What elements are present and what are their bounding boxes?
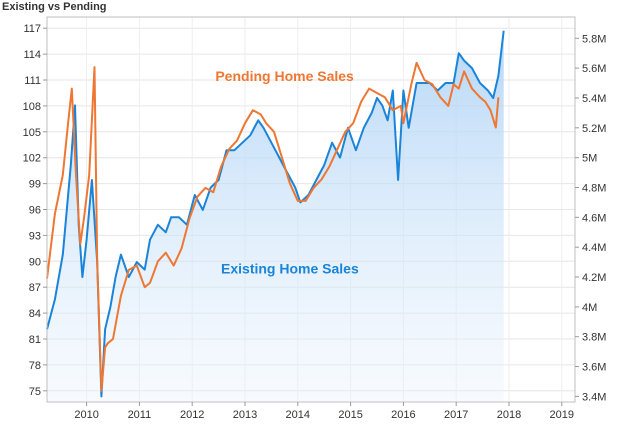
area-layer [47,30,504,403]
right-tick-label: 3.4M [582,391,606,403]
label-layer: Pending Home Sales Existing Home Sales [215,68,359,277]
left-tick-label: 114 [23,49,41,61]
x-tick-label: 2019 [550,409,574,421]
existing-home-sales-line [46,30,505,398]
left-tick-label: 111 [24,75,41,87]
series-annotation-label: Pending Home Sales [215,68,354,84]
x-tick-label: 2018 [497,409,521,421]
x-tick-label: 2010 [74,409,98,421]
x-tick-label: 2013 [233,409,257,421]
x-tick-label: 2014 [286,409,310,421]
chart-title: Existing vs Pending [2,1,107,13]
left-tick-label: 78 [29,360,41,372]
left-tick-label: 90 [29,256,41,268]
right-tick-label: 4.2M [582,272,606,284]
existing-home-sales-area [47,30,504,403]
x-tick-label: 2017 [444,409,468,421]
right-tick-label: 3.6M [582,362,606,374]
axis-layer: 117 114 111 108 105 102 99 96 93 90 87 84 81 78 75 5.8M… [23,16,606,421]
left-tick-label: 75 [29,386,41,398]
right-tick-label: 4.6M [582,212,606,224]
left-tick-label: 108 [23,101,41,113]
right-tick-label: 5.6M [582,63,606,75]
x-tick-label: 2015 [338,409,362,421]
left-tick-label: 96 [29,205,41,217]
x-tick-label: 2011 [128,409,152,421]
left-tick-label: 81 [29,334,41,346]
x-tick-label: 2016 [391,409,415,421]
left-tick-label: 117 [23,23,41,35]
right-tick-label: 3.8M [582,332,606,344]
right-tick-label: 5.8M [582,33,606,45]
right-tick-label: 5M [582,153,597,165]
pending-home-sales-line [46,61,500,392]
left-tick-label: 84 [29,308,41,320]
x-tick-label: 2012 [180,409,204,421]
right-tick-label: 4M [582,302,597,314]
right-tick-label: 4.4M [582,242,606,254]
right-tick-label: 5.2M [582,123,606,135]
left-tick-label: 93 [29,230,41,242]
left-tick-label: 102 [23,153,41,165]
line-layer [46,30,505,398]
left-tick-label: 87 [29,282,41,294]
series-annotation-label: Existing Home Sales [221,260,359,276]
left-tick-label: 99 [29,179,41,191]
right-tick-label: 5.4M [582,93,606,105]
right-tick-label: 4.8M [582,182,606,194]
left-tick-label: 105 [23,127,41,139]
